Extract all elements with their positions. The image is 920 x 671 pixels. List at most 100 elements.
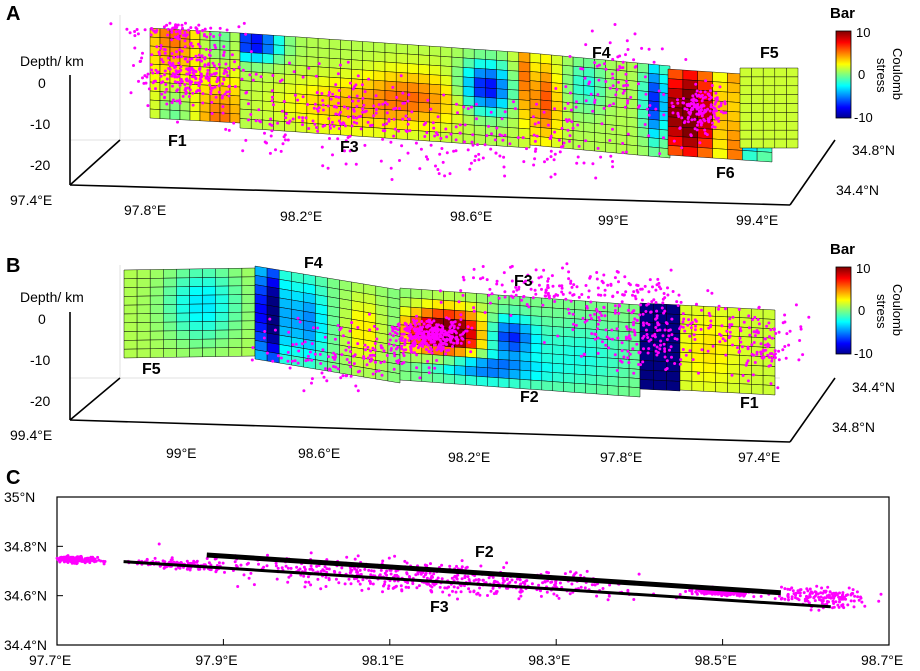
aftershock-point — [207, 53, 211, 57]
aftershock-point — [153, 556, 157, 560]
fault-f4-cell — [594, 67, 606, 79]
aftershock-point — [377, 103, 381, 107]
aftershock-point — [398, 107, 401, 110]
aftershock-point — [341, 334, 345, 338]
aftershock-point — [259, 120, 263, 124]
aftershock-point — [711, 106, 715, 109]
aftershock-point — [541, 581, 545, 585]
aftershock-point — [428, 318, 432, 322]
aftershock-point — [627, 308, 630, 312]
aftershock-point — [268, 122, 272, 126]
fault-f3-cell — [518, 51, 531, 63]
aftershock-point — [209, 26, 213, 30]
aftershock-point — [187, 95, 191, 98]
fault-f5-cell — [189, 303, 203, 314]
aftershock-point — [361, 96, 365, 100]
aftershock-point — [574, 323, 578, 327]
aftershock-point — [635, 342, 639, 346]
aftershock-point — [449, 132, 453, 136]
aftershock-point — [188, 42, 192, 46]
aftershock-point — [162, 566, 166, 570]
aftershock-point — [668, 348, 671, 352]
aftershock-point — [422, 330, 426, 334]
aftershock-point — [588, 276, 592, 280]
aftershock-point — [303, 340, 307, 344]
aftershock-point — [301, 95, 305, 99]
aftershock-point — [353, 557, 357, 561]
aftershock-point — [605, 335, 609, 339]
fault-f4-cell — [648, 128, 660, 139]
aftershock-point — [579, 67, 583, 71]
aftershock-point — [125, 27, 129, 31]
aftershock-point — [539, 594, 543, 598]
fault-f5-cell — [774, 67, 787, 78]
aftershock-point — [665, 359, 669, 363]
aftershock-point — [348, 81, 352, 85]
fault-f4-cell — [551, 128, 563, 140]
aftershock-point — [179, 80, 183, 84]
aftershock-point — [509, 314, 513, 317]
aftershock-point — [176, 55, 179, 59]
aftershock-point — [171, 84, 174, 88]
fault-f2-cell — [487, 303, 499, 314]
aftershock-point — [693, 117, 697, 121]
aftershock-point — [395, 573, 399, 577]
fault-f3-cell — [496, 50, 508, 62]
fault-f2-cell — [552, 344, 564, 356]
aftershock-point — [433, 326, 437, 330]
aftershock-point — [194, 26, 198, 30]
aftershock-point — [563, 107, 567, 110]
aftershock-point — [301, 123, 304, 127]
fault-f1-cell — [149, 108, 161, 119]
fault-f5-cell — [123, 269, 138, 280]
fault-f5-cell — [751, 138, 764, 149]
fault-f3-cell — [262, 72, 274, 84]
fault-f3-cell — [273, 111, 285, 122]
aftershock-point — [603, 288, 607, 292]
fault-f2-cell — [432, 299, 444, 310]
aftershock-point — [728, 330, 732, 334]
aftershock-point — [719, 101, 723, 105]
aftershock-point — [427, 366, 431, 370]
fault-f4-cell — [572, 121, 585, 132]
aftershock-point — [841, 597, 845, 601]
aftershock-point — [337, 113, 341, 116]
fault-f3-cell — [639, 369, 654, 381]
aftershock-point — [580, 293, 584, 296]
fault-f1-cell — [229, 113, 241, 124]
aftershock-point — [517, 597, 521, 601]
aftershock-point — [611, 165, 615, 169]
aftershock-point — [587, 295, 590, 299]
aftershock-point — [103, 560, 107, 563]
aftershock-point — [546, 279, 550, 283]
aftershock-point — [701, 111, 705, 115]
fault-f1-cell — [679, 304, 693, 316]
fault-f5-cell — [762, 67, 776, 78]
fault-f3-cell — [295, 65, 308, 76]
aftershock-point — [655, 314, 659, 318]
fault-f3-cell — [518, 118, 531, 130]
aftershock-point — [150, 68, 153, 72]
aftershock-point — [520, 298, 524, 302]
aftershock-point — [604, 80, 608, 83]
fault-f5-cell — [215, 303, 230, 313]
aftershock-point — [161, 60, 165, 64]
aftershock-point — [157, 50, 161, 54]
aftershock-point — [602, 273, 606, 277]
aftershock-point — [176, 88, 180, 92]
aftershock-point — [237, 25, 241, 29]
aftershock-point — [709, 96, 713, 99]
aftershock-point — [618, 65, 622, 68]
aftershock-point — [537, 283, 541, 287]
aftershock-point — [687, 318, 691, 322]
aftershock-point — [791, 589, 795, 593]
aftershock-point — [284, 116, 288, 120]
fault-f3-cell — [418, 64, 430, 75]
fault-f5-cell — [202, 277, 216, 287]
aftershock-point — [141, 76, 144, 80]
aftershock-point — [385, 569, 389, 573]
aftershock-point — [715, 98, 719, 102]
aftershock-point — [585, 319, 589, 322]
aftershock-point — [550, 274, 554, 278]
aftershock-point — [700, 348, 704, 352]
